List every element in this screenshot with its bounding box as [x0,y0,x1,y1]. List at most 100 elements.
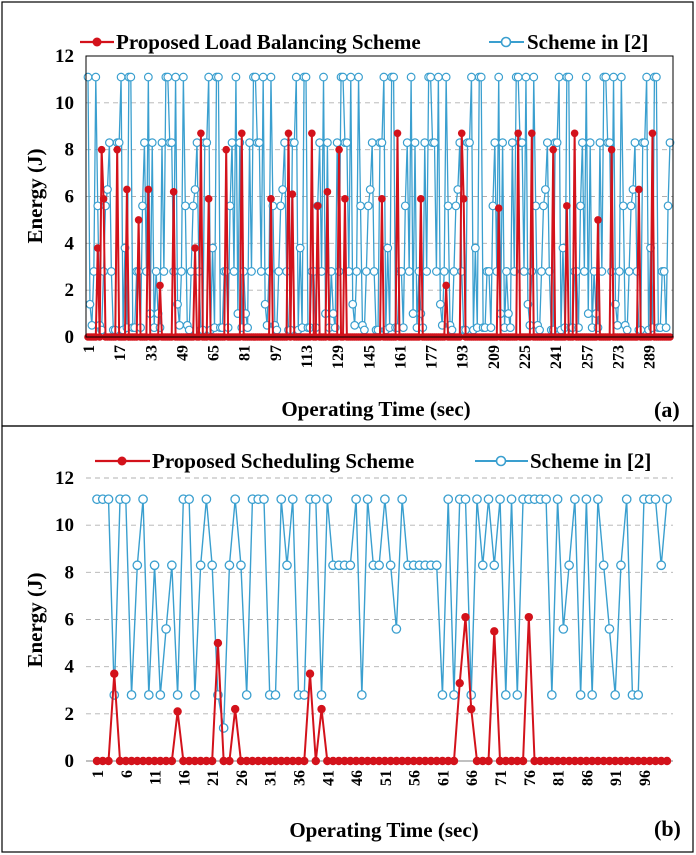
data-point [109,690,120,700]
data-point [196,756,205,766]
legend-label-red: Proposed Scheduling Scheme [152,449,414,473]
legend-b: Proposed Scheduling Scheme Scheme in [2] [95,449,651,473]
data-point [570,129,579,138]
data-point [167,756,177,766]
data-point [517,138,527,148]
data-point [552,494,563,505]
data-point [346,756,355,766]
data-point [345,560,356,571]
data-point [564,72,574,82]
x-tick-label: 26 [234,770,251,786]
data-point [513,756,522,766]
data-point [357,756,367,766]
data-point [365,185,375,194]
data-point [563,202,571,210]
data-point [472,756,482,766]
data-point [378,195,386,203]
data-point [461,612,470,622]
x-tick-label: 273 [610,345,627,369]
y-tick-label: 12 [55,46,74,67]
data-point [587,756,597,766]
data-point [524,612,534,622]
data-point [319,72,328,82]
data-point [103,494,114,505]
data-point [259,756,269,766]
x-tick-label: 193 [455,345,472,369]
data-point [559,756,568,766]
x-tick-label: 81 [551,770,568,786]
data-point [502,267,511,276]
data-point [605,138,615,148]
data-point [552,138,562,148]
data-point [426,72,435,82]
data-point [564,560,574,571]
y-axis-label-a: Energy (J) [23,148,47,243]
data-point [546,690,557,700]
data-point [500,690,511,700]
data-point [334,756,344,766]
data-point [662,494,672,505]
y-tick-label: 12 [55,468,74,489]
y-tick-label: 2 [65,704,75,725]
data-point [156,281,164,290]
x-tick-label: 41 [320,770,337,786]
data-point [277,756,286,766]
data-point [191,244,199,252]
x-tick-label: 6 [119,770,136,778]
data-point [380,756,390,766]
data-point [642,72,652,82]
data-point [605,756,614,766]
data-point [639,756,649,766]
data-point [230,704,240,714]
x-tick-label: 289 [642,345,659,369]
data-point [245,138,254,148]
data-point [379,72,389,82]
x-tick-label: 129 [330,345,347,369]
data-point [335,145,343,154]
data-point [622,325,632,335]
data-point [282,560,292,571]
x-tick-label: 1 [90,770,107,778]
data-point [132,560,143,571]
x-tick-label: 21 [205,770,222,786]
legend-label-blue: Scheme in [2] [530,449,651,473]
data-point [392,756,401,766]
data-point [663,201,673,211]
data-point [457,129,466,138]
data-point [271,756,280,766]
data-point [505,323,515,333]
data-point [188,201,198,211]
data-point [420,756,430,766]
data-point [278,185,288,194]
data-point [93,244,102,252]
panel-label-a: (a) [654,397,680,422]
data-point [313,202,322,210]
panel-b-frame [1,425,694,853]
data-point [478,756,487,766]
data-point [601,72,611,82]
data-point [276,494,287,505]
y-tick-label: 6 [65,610,75,631]
data-point [581,72,591,82]
data-point [224,560,235,571]
data-point [272,325,282,335]
data-point [443,494,454,505]
data-point [236,756,246,766]
data-point [483,494,494,505]
data-point [126,72,136,82]
x-tick-label: 33 [143,345,160,361]
data-point [299,690,310,700]
data-point [288,756,297,766]
data-point [444,756,453,766]
data-point [276,201,286,211]
data-point [451,201,461,211]
y-tick-label: 6 [65,187,75,208]
data-point [393,129,402,138]
data-point [404,267,414,276]
y-tick-label: 8 [65,562,75,583]
data-point [486,323,496,333]
data-point [369,267,379,276]
data-point [609,72,618,82]
data-point [361,267,371,276]
